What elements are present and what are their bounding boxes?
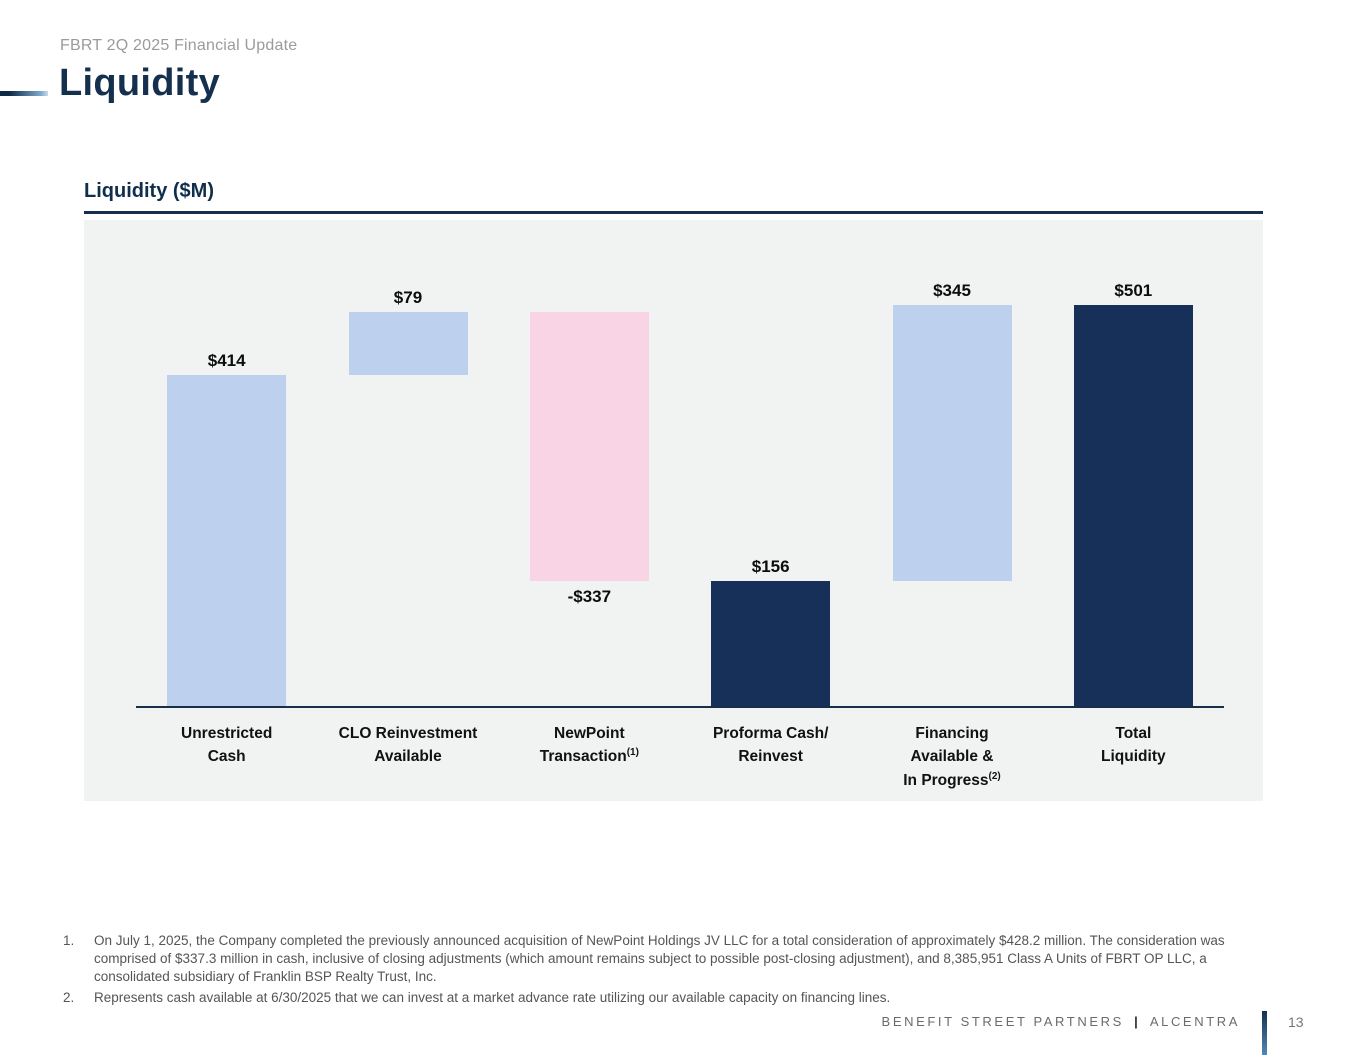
chart-title-underline [84,211,1263,214]
footer-divider-bar [1262,1011,1267,1055]
bar-category-label-unrestricted-cash: Unrestricted Cash [181,725,273,766]
footnote-1-text: On July 1, 2025, the Company completed t… [94,933,1225,985]
report-eyebrow: FBRT 2Q 2025 Financial Update [60,37,298,54]
bar-category-label-financing-available-in-progress: Financing Available & In Progress(2) [903,725,1001,789]
footnote-ref-2: (2) [988,770,1001,782]
page-number: 13 [1288,1014,1304,1030]
footnote-2-text: Represents cash available at 6/30/2025 t… [94,989,891,1005]
bar-category-label-clo-reinvestment-available: CLO Reinvestment Available [338,725,478,766]
page-title: Liquidity [59,62,221,104]
bar-value-label-clo-reinvestment-available: $79 [393,287,423,307]
title-accent-dash [0,91,48,96]
bar-financing-available-in-progress [892,305,1012,582]
bar-value-label-proforma-cash-reinvest: $156 [751,557,790,577]
footnotes: 1. On July 1, 2025, the Company complete… [63,932,1263,1009]
liquidity-waterfall-chart: $414 Unrestricted Cash $79 CLO Reinvestment A… [84,220,1263,801]
footnote-1: 1. On July 1, 2025, the Company complete… [63,932,1263,987]
bar-newpoint-transaction [529,311,649,582]
footnote-ref-1: (1) [626,747,639,759]
chart-title: Liquidity ($M) [84,180,214,202]
bar-category-label-total-liquidity: Total Liquidity [1101,725,1166,766]
bar-proforma-cash-reinvest [711,581,831,706]
bar-value-label-unrestricted-cash: $414 [207,350,246,370]
footer-brand: BENEFIT STREET PARTNERS | ALCENTRA [882,1014,1240,1029]
bar-category-label-proforma-cash-reinvest: Proforma Cash/Reinvest [712,725,829,766]
bar-unrestricted-cash [167,374,287,706]
bar-clo-reinvestment-available [348,311,468,375]
footnote-2-marker: 2. [63,989,75,1005]
footer-brand-right: ALCENTRA [1149,1014,1240,1029]
footer-brand-separator: | [1134,1014,1141,1029]
bar-category-label-newpoint-transaction: NewPoint Transaction(1) [539,725,639,766]
footnote-2: 2. Represents cash available at 6/30/202… [63,989,1263,1007]
bar-value-label-total-liquidity: $501 [1114,281,1153,301]
footer-brand-left: BENEFIT STREET PARTNERS [881,1014,1124,1029]
bar-value-label-newpoint-transaction: -$337 [567,587,612,607]
bar-value-label-financing-available-in-progress: $345 [933,281,971,301]
footnote-1-marker: 1. [63,933,75,948]
bar-total-liquidity [1073,305,1193,706]
x-axis-line [136,706,1224,708]
